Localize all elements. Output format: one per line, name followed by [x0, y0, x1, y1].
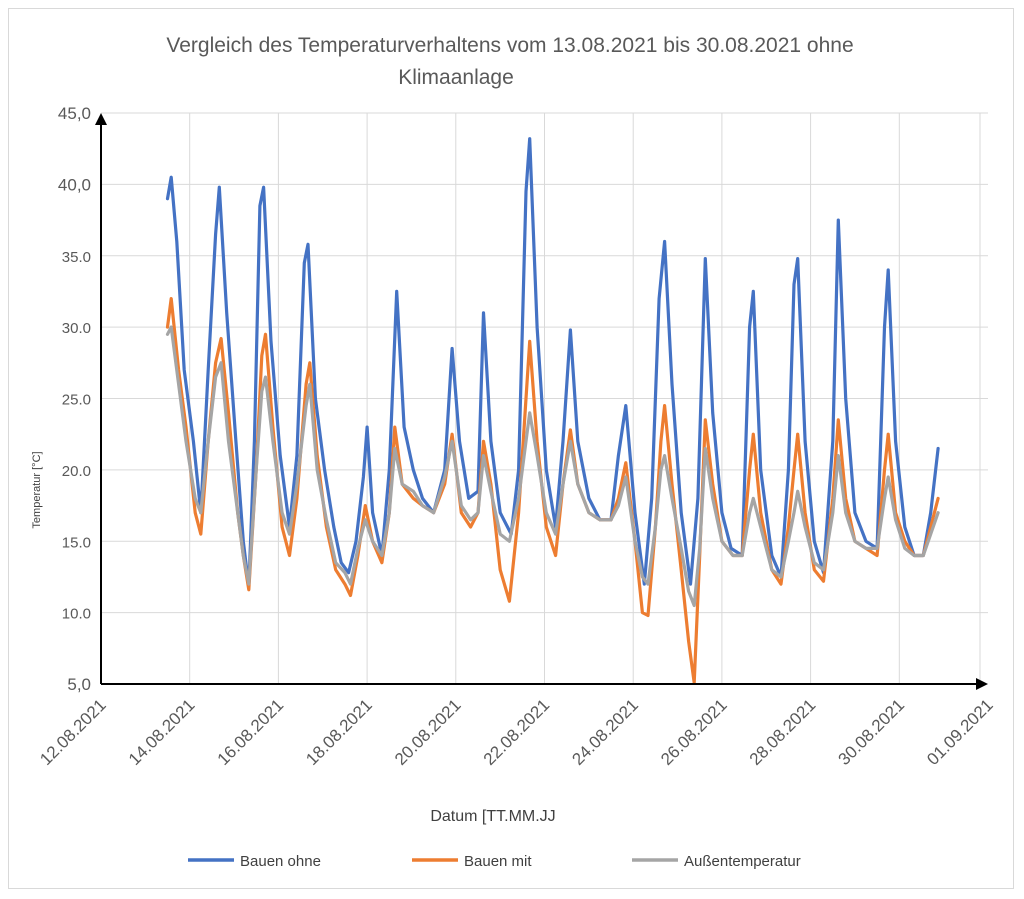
y-tick-label: 45,0 [58, 104, 91, 123]
series-line-1 [165, 137, 940, 589]
axes [95, 113, 988, 690]
legend-label: Bauen ohne [240, 853, 321, 870]
y-tick-label: 40,0 [58, 175, 91, 194]
x-tick-label: 12.08.2021 [36, 695, 110, 769]
chart-title-line-1: Vergleich des Temperaturverhaltens vom 1… [166, 34, 853, 57]
y-tick-label: 5,0 [67, 675, 91, 694]
x-tick-label: 20.08.2021 [391, 695, 465, 769]
x-tick-label: 26.08.2021 [657, 695, 731, 769]
x-tick-label: 16.08.2021 [214, 695, 288, 769]
series-line-2 [165, 297, 940, 685]
y-axis-arrow [95, 113, 107, 125]
series-line-3 [165, 325, 940, 608]
y-tick-label: 30.0 [62, 320, 91, 337]
x-tick-label: 24.08.2021 [568, 695, 642, 769]
y-tick-label: 20.0 [62, 463, 91, 480]
x-tick-label: 14.08.2021 [125, 695, 199, 769]
chart-frame [8, 8, 1014, 889]
y-axis-label: Temperatur [°C] [31, 451, 43, 528]
series-layer [165, 137, 940, 685]
y-tick-label: 15.0 [62, 534, 91, 551]
x-axis-arrow [976, 678, 988, 690]
x-tick-label: 18.08.2021 [302, 695, 376, 769]
tick-labels: 5,0 10.0 15.0 20.0 25.0 30.0 35.0 40,0 45,0 12.08… [36, 104, 997, 769]
legend-label: Bauen mit [464, 853, 532, 870]
x-tick-label: 30.08.2021 [835, 695, 909, 769]
x-tick-label: 22.08.2021 [480, 695, 554, 769]
legend: Bauen ohne Bauen mit Außentemperatur [188, 853, 801, 870]
y-tick-label: 35.0 [62, 249, 91, 266]
legend-label: Außentemperatur [684, 853, 801, 870]
y-tick-label: 10.0 [62, 606, 91, 623]
y-tick-label: 25.0 [62, 392, 91, 409]
x-axis-label: Datum [TT.MM.JJ [430, 808, 555, 825]
x-tick-label: 28.08.2021 [746, 695, 820, 769]
chart-title-line-2: Klimaanlage [398, 66, 514, 89]
x-tick-label: 01.09.2021 [923, 695, 997, 769]
